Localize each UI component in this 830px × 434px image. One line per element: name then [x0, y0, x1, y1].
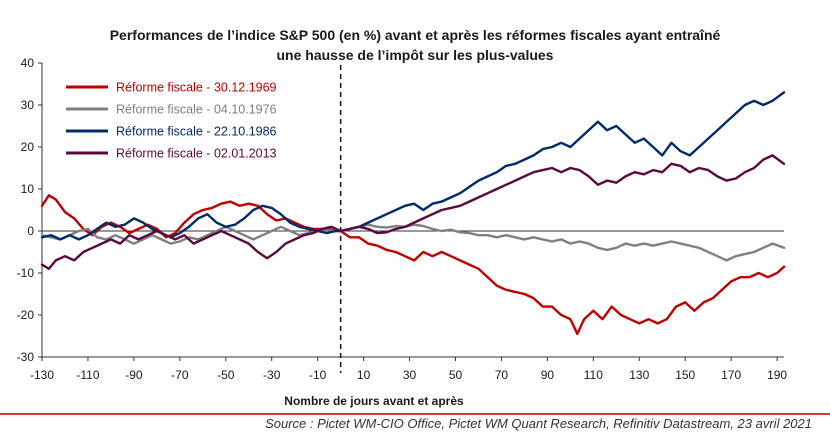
x-tick-label: -50 — [217, 368, 235, 382]
series-line-4 — [40, 154, 786, 270]
y-tick-label: -30 — [17, 350, 35, 364]
x-tick-label: -130 — [30, 368, 54, 382]
x-tick-label: 130 — [629, 368, 649, 382]
chart-title-line2: une hausse de l’impôt sur les plus-value… — [277, 47, 554, 63]
x-tick-label: 150 — [675, 368, 695, 382]
legend-label-3: Réforme fiscale - 22.10.1986 — [116, 125, 277, 139]
x-tick-label: -10 — [309, 368, 327, 382]
y-tick-label: 0 — [27, 224, 34, 238]
x-tick-label: 10 — [357, 368, 371, 382]
series-lines — [40, 91, 786, 336]
legend-label-2: Réforme fiscale - 04.10.1976 — [116, 103, 277, 117]
x-tick-label: -110 — [76, 368, 99, 382]
x-tick-label: 30 — [403, 368, 417, 382]
x-tick-label: -90 — [125, 368, 143, 382]
x-axis-label: Nombre de jours avant et après — [284, 394, 464, 408]
x-tick-label: 90 — [541, 368, 555, 382]
source-note: Source : Pictet WM-CIO Office, Pictet WM… — [265, 416, 812, 431]
series-line-1 — [40, 194, 786, 336]
x-tick-label: 170 — [721, 368, 741, 382]
y-tick-label: 30 — [21, 98, 35, 112]
x-tick-label: -70 — [171, 368, 189, 382]
y-tick-label: 10 — [21, 182, 35, 196]
y-tick-label: -20 — [17, 308, 35, 322]
x-tick-label: -30 — [263, 368, 281, 382]
chart-title-line1: Performances de l’indice S&P 500 (en %) … — [110, 27, 721, 43]
y-tick-label: -10 — [17, 266, 35, 280]
y-tick-label: 20 — [21, 140, 35, 154]
legend-label-1: Réforme fiscale - 30.12.1969 — [116, 81, 277, 95]
x-tick-label: 110 — [584, 368, 603, 382]
x-tick-label: 190 — [767, 368, 787, 382]
legend: Réforme fiscale - 30.12.1969 Réforme fisc… — [66, 81, 277, 161]
y-tick-label: 40 — [21, 56, 35, 70]
axes: 40 30 20 10 0 -10 -20 -30 -130 -110 -90 -70 -50 -30 -1… — [17, 56, 788, 382]
legend-label-4: Réforme fiscale - 02.01.2013 — [116, 147, 277, 161]
x-tick-label: 50 — [449, 368, 463, 382]
x-tick-label: 70 — [495, 368, 509, 382]
